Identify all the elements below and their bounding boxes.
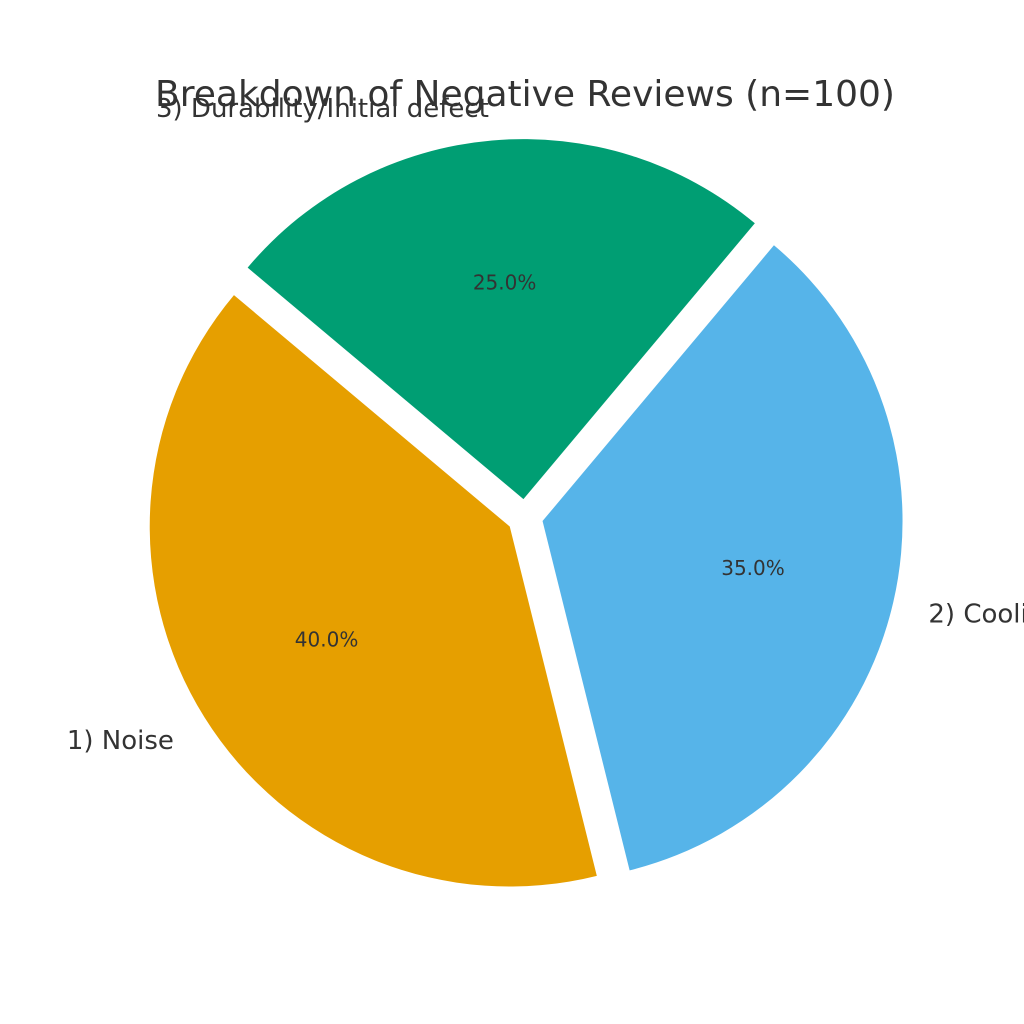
pie-slice: [149, 295, 597, 887]
percent-label: 40.0%: [295, 628, 359, 652]
slice-label: 3) Durability/Initial defect: [156, 94, 489, 124]
percent-label: 25.0%: [473, 270, 537, 294]
percent-label: 35.0%: [721, 556, 785, 580]
slice-label: 2) Cooli: [928, 600, 1024, 630]
slice-label: 1) Noise: [67, 726, 174, 756]
pie-slice: [247, 139, 755, 500]
pie-slice: [542, 245, 903, 871]
chart-title: Breakdown of Negative Reviews (n=100): [155, 74, 895, 115]
